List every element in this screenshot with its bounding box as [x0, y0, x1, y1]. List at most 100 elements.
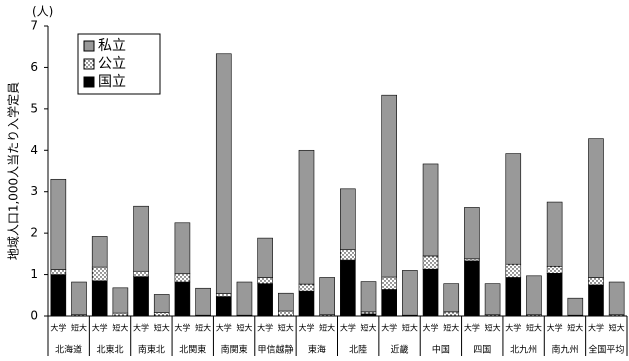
- bar-segment: [422, 163, 439, 257]
- group-label: 近畿: [391, 344, 409, 356]
- x-tick-label: 短大: [485, 323, 501, 333]
- x-tick-label: 大学: [547, 323, 563, 333]
- bar-segment: [588, 277, 604, 286]
- bar-segment: [298, 290, 315, 317]
- x-tick-label: 短大: [112, 323, 128, 333]
- bar-segment: [546, 201, 563, 267]
- bar-segment: [153, 294, 170, 313]
- bar-segment: [174, 273, 191, 283]
- bar-segment: [50, 269, 67, 275]
- bar-segment: [133, 276, 149, 317]
- bar-segment: [505, 263, 522, 278]
- y-tick-label: 5: [30, 101, 38, 115]
- legend-label: 私立: [98, 38, 126, 54]
- x-tick-label: 短大: [236, 323, 252, 333]
- bar-segment: [215, 296, 232, 317]
- bar-segment: [340, 259, 356, 317]
- group-label: 南九州: [551, 344, 578, 356]
- group-label: 北九州: [510, 345, 537, 356]
- bar-segment: [422, 255, 439, 270]
- y-tick-label: 2: [30, 226, 38, 240]
- y-unit: (人): [32, 5, 53, 19]
- bar-segment: [484, 283, 501, 316]
- x-tick-label: 短大: [361, 323, 377, 333]
- bar-segment: [360, 281, 377, 313]
- bar-segment: [195, 287, 211, 316]
- bar-segment: [567, 297, 584, 316]
- bar-segment: [443, 311, 460, 317]
- group-label: 南関東: [221, 344, 248, 356]
- bar-segment: [236, 281, 253, 316]
- bar-segment: [546, 273, 563, 317]
- group-label: 全国平均: [588, 344, 624, 356]
- x-tick-label: 大学: [133, 323, 149, 333]
- x-tick-label: 大学: [257, 323, 273, 333]
- bar-segment: [608, 281, 625, 316]
- x-tick-label: 大学: [174, 323, 190, 333]
- x-tick-label: 大学: [423, 323, 439, 333]
- legend-label: 国立: [98, 74, 126, 90]
- bar-segment: [588, 284, 604, 317]
- bar-segment: [505, 277, 522, 317]
- legend-label: 公立: [98, 56, 126, 72]
- bar-segment: [50, 274, 67, 317]
- legend-swatch: [83, 40, 95, 52]
- bar-segment: [381, 94, 397, 278]
- x-tick-label: 大学: [340, 323, 356, 333]
- x-tick-label: 大学: [216, 323, 232, 333]
- bar-segment: [91, 266, 108, 282]
- bar-segment: [464, 207, 480, 260]
- y-tick-label: 4: [30, 143, 38, 157]
- bar-segment: [505, 153, 522, 265]
- bar-segment: [526, 275, 542, 316]
- x-tick-label: 短大: [278, 323, 294, 333]
- x-tick-label: 短大: [71, 323, 87, 333]
- y-tick-label: 6: [30, 60, 38, 74]
- bar-segment: [360, 311, 377, 315]
- x-tick-label: 短大: [402, 323, 418, 333]
- group-label: 四国: [473, 345, 491, 356]
- bar-segment: [112, 287, 129, 314]
- x-tick-label: 短大: [154, 323, 170, 333]
- bar-segment: [340, 249, 356, 261]
- group-label: 東海: [308, 344, 326, 356]
- bar-segment: [340, 188, 356, 251]
- bar-segment: [422, 268, 439, 317]
- bar-segment: [257, 237, 273, 278]
- group-label: 南東北: [138, 344, 165, 356]
- bar-segment: [278, 292, 294, 312]
- group-label: 中国: [432, 344, 450, 356]
- x-tick-label: 短大: [526, 323, 542, 333]
- y-axis-label: 地域人口1,000人当たり入学定員: [6, 82, 21, 260]
- bar-segment: [215, 53, 232, 294]
- y-tick-label: 1: [30, 267, 38, 281]
- bar-segment: [298, 283, 315, 292]
- x-tick-label: 大学: [464, 323, 480, 333]
- bar-segment: [402, 270, 418, 316]
- bar-segment: [381, 289, 397, 317]
- bar-segment: [443, 283, 460, 313]
- x-tick-label: 短大: [195, 323, 211, 333]
- bar-segment: [464, 260, 480, 317]
- x-tick-label: 大学: [298, 323, 314, 333]
- y-tick-label: 7: [30, 19, 38, 33]
- bar-segment: [546, 265, 563, 274]
- x-tick-label: 大学: [50, 323, 66, 333]
- legend-swatch: [83, 58, 95, 70]
- group-label: 北東北: [97, 344, 124, 356]
- group-label: 北海道: [55, 344, 82, 356]
- x-tick-label: 短大: [443, 323, 459, 333]
- bar-segment: [91, 280, 108, 317]
- y-tick-label: 0: [30, 309, 38, 323]
- bar-segment: [50, 178, 67, 270]
- bar-segment: [464, 258, 480, 262]
- x-tick-label: 大学: [505, 323, 521, 333]
- group-label: 北陸: [349, 344, 367, 356]
- bar-segment: [71, 281, 87, 316]
- bar-segment: [588, 138, 604, 278]
- bar-segment: [174, 222, 191, 275]
- bar-segment: [381, 276, 397, 290]
- bar-segment: [215, 293, 232, 297]
- bar-segment: [91, 236, 108, 268]
